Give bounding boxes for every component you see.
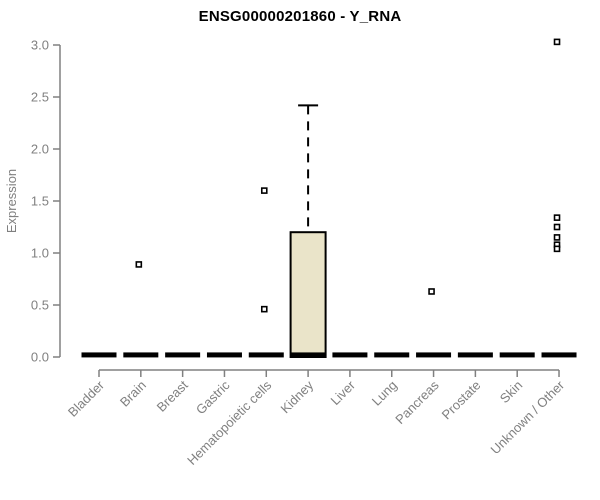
y-tick-label: 0.5 — [31, 298, 49, 313]
median-line — [206, 352, 242, 358]
median-line — [416, 352, 452, 358]
x-tick-label: Prostate — [439, 378, 484, 423]
x-tick-label: Skin — [497, 378, 525, 406]
box-iqr — [289, 231, 327, 358]
x-tick-label: Kidney — [278, 377, 317, 416]
x-tick-label: Gastric — [193, 377, 233, 417]
x-tick-label: Breast — [154, 377, 191, 414]
median-line — [290, 352, 326, 358]
median-line — [374, 352, 410, 358]
outlier-point — [260, 187, 268, 194]
median-line — [457, 352, 493, 358]
outlier-point — [260, 305, 268, 313]
outlier-point — [428, 288, 435, 295]
outlier-point — [553, 245, 561, 253]
median-line — [499, 352, 535, 358]
x-tick-label: Liver — [328, 377, 359, 408]
outlier-point — [135, 261, 143, 268]
y-tick-label: 3.0 — [31, 38, 49, 53]
x-tick-label: Unknown / Other — [488, 377, 568, 457]
outlier-point — [553, 223, 561, 231]
y-tick-label: 1.5 — [31, 194, 49, 209]
outlier-point — [553, 38, 561, 46]
y-tick-label: 2.0 — [31, 142, 49, 157]
x-tick-label: Pancreas — [392, 377, 442, 427]
median-line — [81, 352, 117, 358]
x-tick-label: Bladder — [65, 377, 108, 420]
median-line — [248, 352, 284, 358]
y-tick-label: 2.5 — [31, 90, 49, 105]
median-line — [332, 352, 368, 358]
outlier-point — [553, 234, 561, 241]
chart-title: ENSG00000201860 - Y_RNA — [198, 8, 402, 25]
y-axis-title: Expression — [4, 169, 19, 233]
median-line — [123, 352, 159, 358]
outlier-point — [553, 214, 561, 221]
y-tick-label: 1.0 — [31, 246, 49, 261]
y-tick-label: 0.0 — [31, 350, 49, 365]
x-tick-label: Lung — [369, 378, 400, 409]
x-tick-label: Brain — [117, 378, 149, 410]
median-line — [165, 352, 201, 358]
median-line — [541, 352, 577, 358]
